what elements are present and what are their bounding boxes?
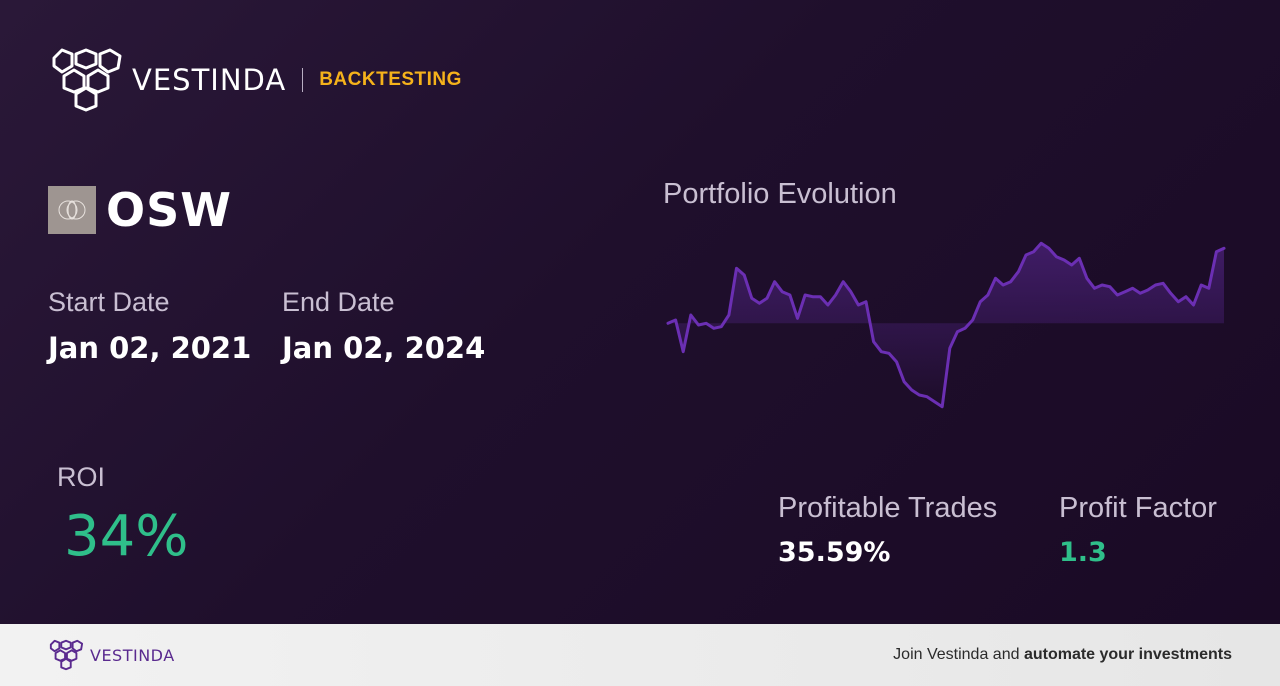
profitable-trades-label: Profitable Trades	[778, 492, 998, 524]
chart-area-fill	[668, 243, 1224, 407]
footer-cta[interactable]: Join Vestinda and automate your investme…	[893, 646, 1232, 664]
end-date-label: End Date	[282, 287, 395, 317]
start-date-value: Jan 02, 2021	[48, 331, 252, 365]
chart-title: Portfolio Evolution	[663, 178, 897, 210]
chart-series-line	[666, 241, 1226, 409]
start-date-label: Start Date	[48, 287, 170, 317]
vestinda-footer-logo-icon	[49, 639, 84, 671]
ticker-logo-icon	[48, 186, 96, 234]
footer-cta-prefix: Join Vestinda and	[893, 646, 1024, 663]
section-tag: BACKTESTING	[319, 69, 462, 90]
roi-label: ROI	[57, 462, 106, 492]
profit-factor-value: 1.3	[1059, 537, 1107, 568]
profitable-trades-value: 35.59%	[778, 537, 891, 568]
ticker-header: OSW	[48, 183, 232, 237]
footer-bar: VESTINDA Join Vestinda and automate your…	[0, 624, 1280, 686]
vestinda-logo-icon	[52, 48, 122, 112]
portfolio-evolution-chart	[666, 241, 1226, 409]
profit-factor-label: Profit Factor	[1059, 492, 1217, 524]
header-divider	[302, 68, 304, 92]
footer-cta-bold: automate your investments	[1023, 646, 1232, 663]
footer-logo[interactable]: VESTINDA	[48, 639, 175, 671]
ticker-symbol: OSW	[106, 183, 232, 237]
roi-value: 34%	[64, 504, 189, 569]
brand-name: VESTINDA	[132, 63, 287, 97]
header-logo[interactable]: VESTINDA BACKTESTING	[48, 48, 462, 112]
hero-card: VESTINDA BACKTESTING OSW Start Date Jan …	[0, 0, 1280, 624]
end-date-value: Jan 02, 2024	[282, 331, 486, 365]
footer-brand-name: VESTINDA	[90, 645, 175, 665]
